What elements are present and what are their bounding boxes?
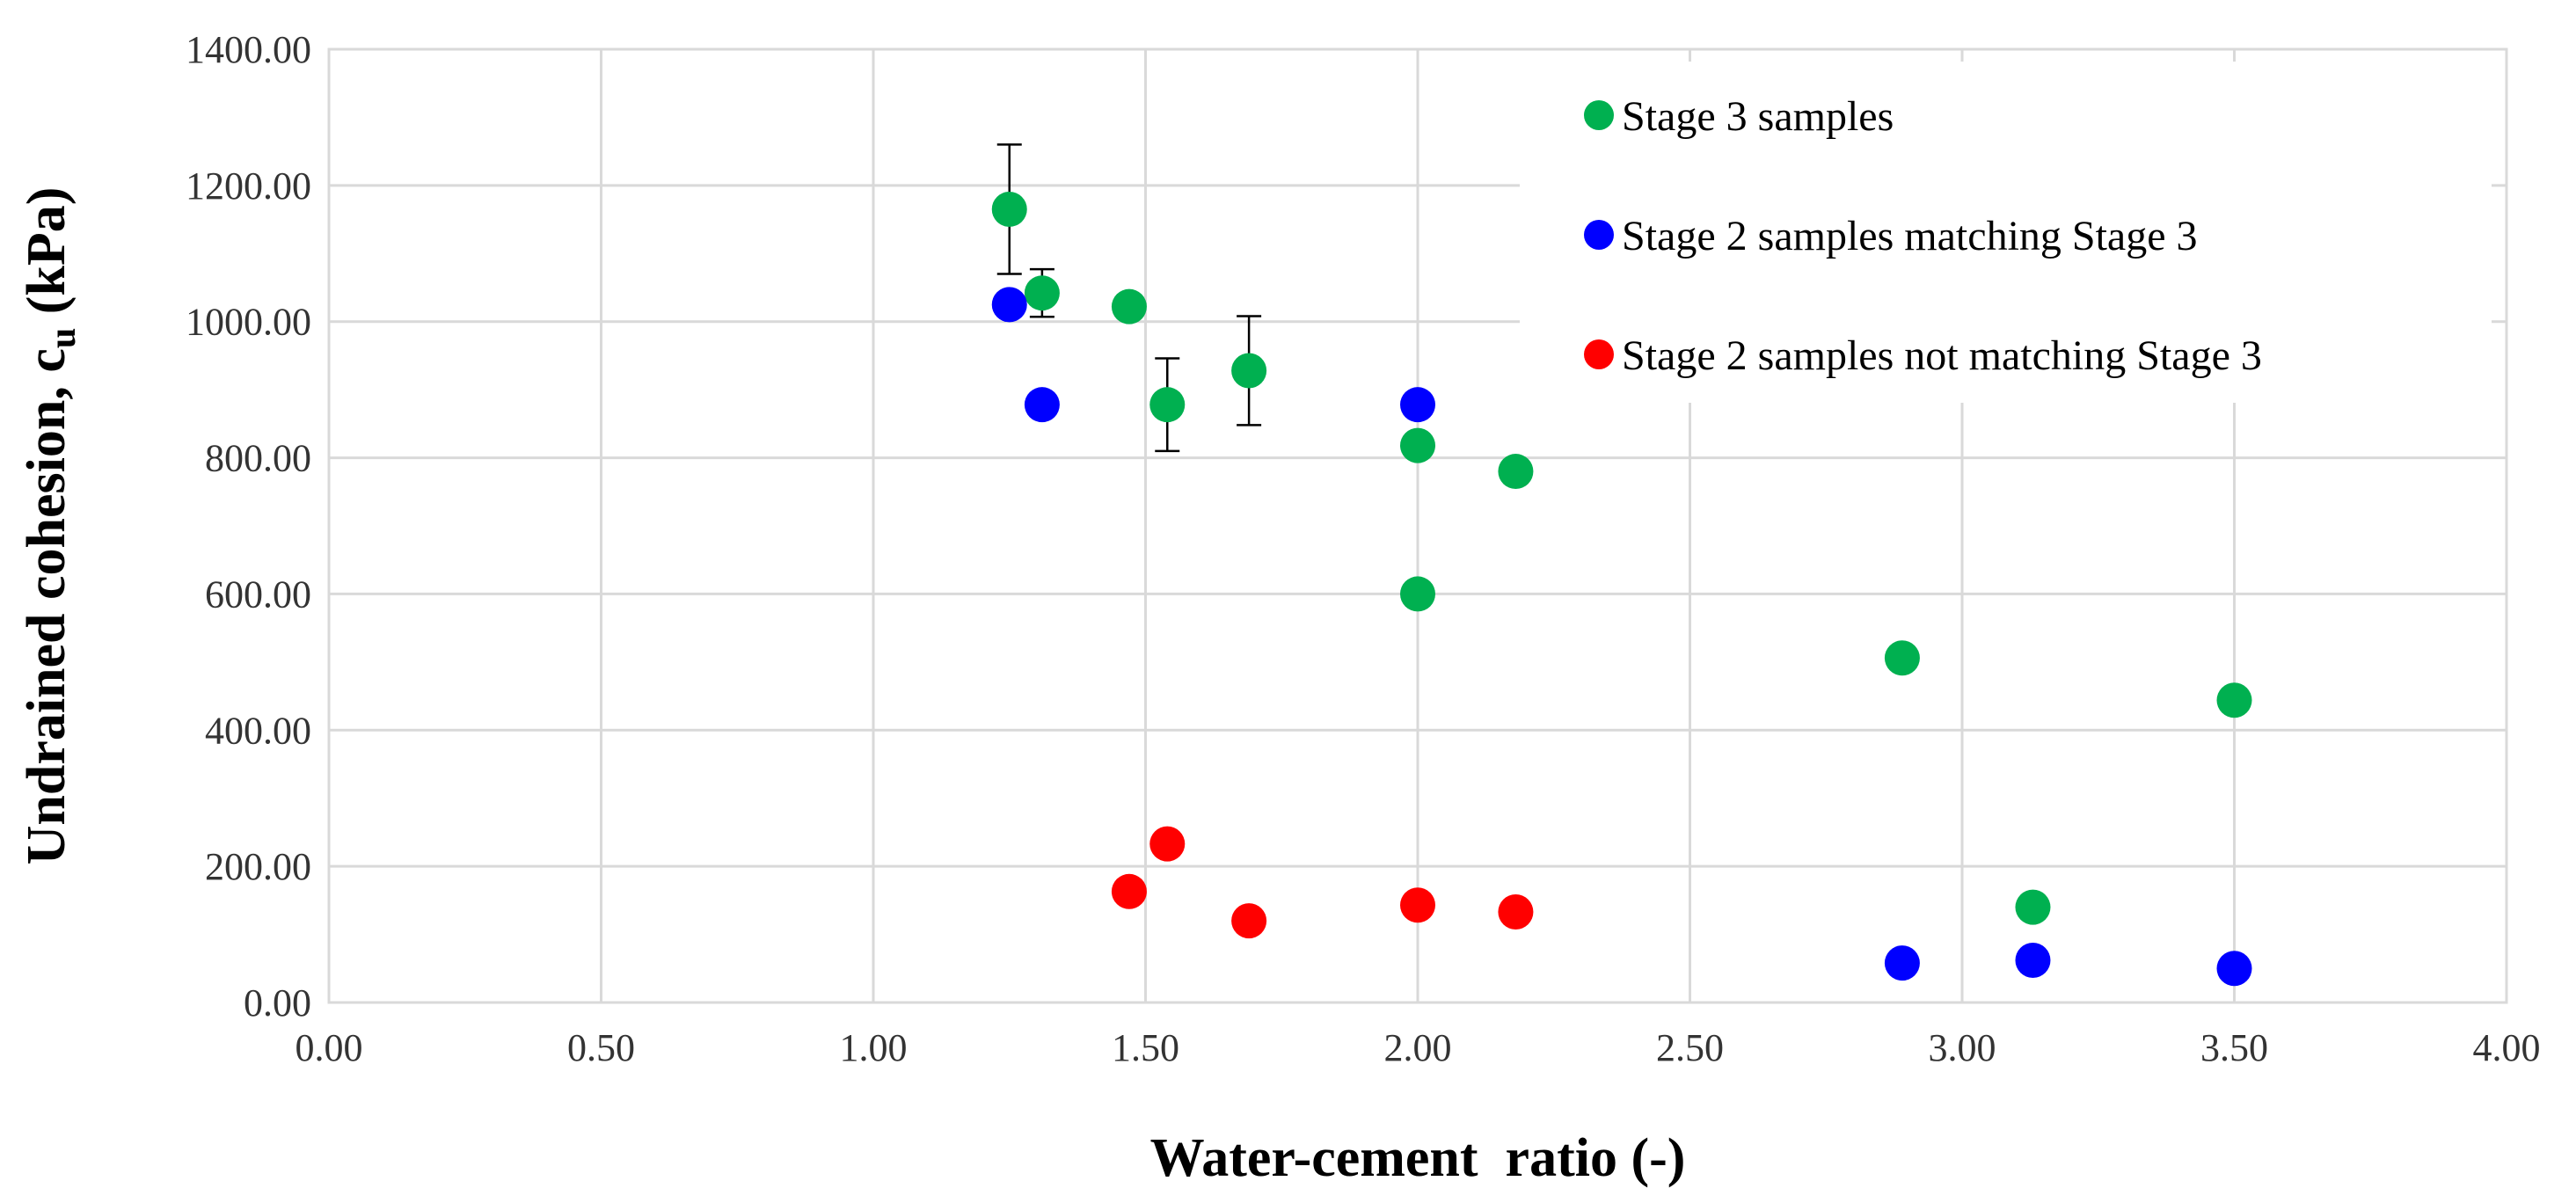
x-tick-label: 0.00 bbox=[296, 1026, 363, 1069]
legend-label: Stage 3 samples bbox=[1622, 93, 1894, 140]
data-point bbox=[1498, 454, 1534, 490]
data-point bbox=[1884, 640, 1920, 676]
y-axis-tick-labels: 0.00 200.00 400.00 600.00 800.00 1000.00 1200.… bbox=[186, 28, 311, 1024]
data-point bbox=[2216, 682, 2252, 718]
y-tick-label: 800.00 bbox=[205, 437, 311, 480]
legend-marker bbox=[1584, 220, 1614, 250]
data-point bbox=[1884, 945, 1920, 981]
y-axis-title-main: Undrained cohesion, c bbox=[17, 348, 77, 864]
legend: Stage 3 samples Stage 2 samples matching … bbox=[1520, 62, 2492, 403]
x-tick-label: 3.00 bbox=[1929, 1026, 1996, 1069]
x-tick-label: 4.00 bbox=[2473, 1026, 2541, 1069]
legend-label: Stage 2 samples not matching Stage 3 bbox=[1622, 332, 2262, 379]
y-axis-title-unit: (kPa) bbox=[17, 187, 77, 328]
data-point bbox=[1024, 275, 1060, 311]
x-tick-label: 2.00 bbox=[1384, 1026, 1452, 1069]
y-tick-label: 1200.00 bbox=[186, 164, 311, 208]
data-point bbox=[1111, 873, 1147, 909]
data-point bbox=[1400, 887, 1435, 923]
data-point bbox=[1111, 288, 1147, 324]
data-point bbox=[991, 287, 1027, 323]
data-point bbox=[1400, 387, 1435, 423]
data-point bbox=[1149, 387, 1186, 423]
y-tick-label: 1400.00 bbox=[186, 28, 311, 71]
y-tick-label: 400.00 bbox=[205, 709, 311, 752]
x-axis-title: Water-cement ratio (-) bbox=[1150, 1128, 1686, 1188]
data-point bbox=[991, 191, 1027, 227]
y-axis-title-subscript: u bbox=[43, 328, 84, 348]
y-tick-label: 0.00 bbox=[244, 981, 311, 1024]
x-tick-label: 1.00 bbox=[840, 1026, 908, 1069]
data-point bbox=[1231, 353, 1267, 389]
y-tick-label: 1000.00 bbox=[186, 301, 311, 344]
y-tick-label: 600.00 bbox=[205, 572, 311, 616]
x-tick-label: 2.50 bbox=[1656, 1026, 1724, 1069]
data-point bbox=[1149, 826, 1186, 862]
x-axis-tick-labels: 0.00 0.50 1.00 1.50 2.00 2.50 3.00 3.50 4.00 bbox=[296, 1026, 2541, 1069]
data-point bbox=[1231, 903, 1267, 939]
x-tick-label: 0.50 bbox=[567, 1026, 635, 1069]
data-point bbox=[1400, 427, 1435, 463]
legend-label: Stage 2 samples matching Stage 3 bbox=[1622, 213, 2198, 259]
data-point bbox=[1498, 894, 1534, 930]
y-tick-label: 200.00 bbox=[205, 845, 311, 888]
data-points bbox=[991, 191, 2252, 987]
legend-marker bbox=[1584, 100, 1614, 130]
legend-marker bbox=[1584, 339, 1614, 369]
data-point bbox=[2015, 942, 2051, 978]
legend-box bbox=[1520, 62, 2492, 403]
data-point bbox=[2015, 889, 2051, 925]
data-point bbox=[2216, 951, 2252, 987]
data-point bbox=[1024, 387, 1060, 423]
x-tick-label: 1.50 bbox=[1112, 1026, 1179, 1069]
data-point bbox=[1400, 576, 1435, 612]
y-axis-title: Undrained cohesion, cu (kPa) bbox=[17, 187, 84, 865]
x-tick-label: 3.50 bbox=[2200, 1026, 2268, 1069]
